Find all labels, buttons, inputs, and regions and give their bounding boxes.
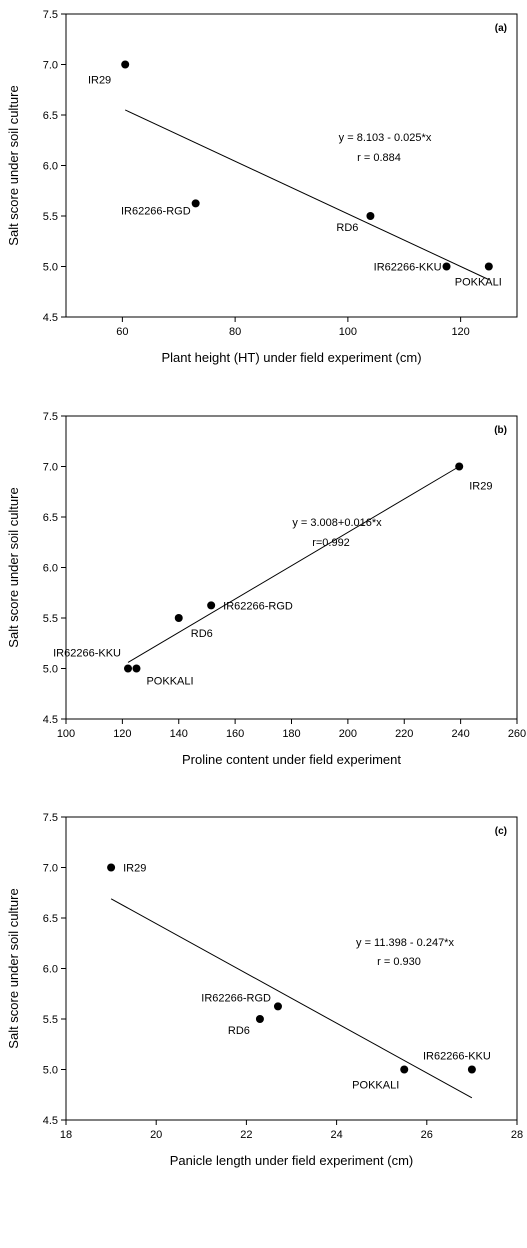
- panel-a-point-label: IR29: [88, 75, 111, 87]
- panel-c-point-label: RD6: [228, 1025, 250, 1037]
- panel-a-x-tick-label: 80: [229, 326, 241, 338]
- panel-c-point-label: IR62266-KKU: [423, 1051, 491, 1063]
- panel-c-point-ir62266-rgd: [273, 1002, 282, 1011]
- panel-b-point-ir62266-kku: [124, 664, 133, 673]
- panel-c-x-tick-label: 22: [240, 1129, 252, 1141]
- panel-c-y-tick-label: 5.5: [43, 1014, 58, 1026]
- panel-b-correlation-label: r=0.992: [312, 537, 350, 549]
- panel-b-point-label: RD6: [191, 628, 213, 640]
- panel-a-y-tick-label: 6.0: [43, 161, 58, 173]
- panel-a-point-pokkali: [484, 262, 493, 271]
- panel-b-x-tick-label: 120: [113, 728, 131, 740]
- panel-c-y-axis-title: Salt score under soil culture: [6, 888, 21, 1048]
- panel-a-regression-line: [124, 109, 490, 281]
- panel-a-y-tick-label: 7.5: [43, 9, 58, 21]
- panel-a-point-label: IR62266-KKU: [374, 262, 442, 274]
- panel-b-y-tick-label: 4.5: [43, 714, 58, 726]
- panel-c-x-tick-label: 20: [150, 1129, 162, 1141]
- panel-a-y-tick-label: 5.5: [43, 211, 58, 223]
- panel-c-point-ir62266-kku: [467, 1065, 476, 1074]
- panel-c-y-tick-label: 4.5: [43, 1115, 58, 1127]
- panel-a-point-ir29: [121, 60, 130, 69]
- panel-a-x-axis-title: Plant height (HT) under field experiment…: [161, 350, 421, 365]
- panel-a-y-axis-title: Salt score under soil culture: [6, 85, 21, 245]
- panel-a-panel-label: (a): [495, 23, 507, 34]
- panel-c-x-axis-title: Panicle length under field experiment (c…: [170, 1153, 414, 1168]
- panel-b-point-pokkali: [132, 664, 141, 673]
- panel-b-x-tick-label: 240: [451, 728, 469, 740]
- panel-b-y-tick-label: 6.0: [43, 563, 58, 575]
- panel-b-x-tick-label: 200: [339, 728, 357, 740]
- panel-c-y-tick-label: 6.0: [43, 964, 58, 976]
- panel-c-point-ir29: [107, 863, 116, 872]
- panel-b-y-axis-title: Salt score under soil culture: [6, 487, 21, 647]
- panel-b-x-tick-label: 100: [57, 728, 75, 740]
- panel-b-x-axis-title: Proline content under field experiment: [182, 752, 401, 767]
- panel-b-x-tick-label: 180: [282, 728, 300, 740]
- panel-a-plot-frame: [65, 13, 518, 318]
- panel-b-y-tick-label: 7.5: [43, 411, 58, 423]
- panel-b-point-label: IR29: [469, 481, 492, 493]
- panel-a-x-tick-label: 120: [451, 326, 469, 338]
- panel-c-y-tick-label: 7.5: [43, 812, 58, 824]
- panel-c-correlation-label: r = 0.930: [377, 956, 421, 968]
- panel-c-x-tick-label: 24: [330, 1129, 342, 1141]
- panel-c-regression-equation: y = 11.398 - 0.247*x: [356, 937, 454, 949]
- panel-a-y-tick-label: 7.0: [43, 60, 58, 72]
- panel-c-point-pokkali: [400, 1065, 409, 1074]
- panel-b-x-tick-label: 220: [395, 728, 413, 740]
- panel-a-point-label: POKKALI: [455, 277, 502, 289]
- panel-c-point-label: POKKALI: [352, 1080, 399, 1092]
- panel-a-point-label: RD6: [336, 222, 358, 234]
- panel-a-x-tick-label: 100: [339, 326, 357, 338]
- panel-a-y-tick-label: 6.5: [43, 110, 58, 122]
- panel-c-regression-line: [110, 898, 473, 1099]
- panel-c-y-tick-label: 6.5: [43, 913, 58, 925]
- panel-a-point-label: IR62266-RGD: [121, 205, 191, 217]
- panel-c-panel-label: (c): [495, 826, 507, 837]
- panel-a-y-tick-label: 5.0: [43, 262, 58, 274]
- panel-a-point-ir62266-rgd: [191, 199, 200, 208]
- panel-a-regression-equation: y = 8.103 - 0.025*x: [339, 132, 432, 144]
- panel-b-point-ir62266-rgd: [207, 601, 216, 610]
- panel-b-point-ir29: [455, 462, 464, 471]
- panel-b-regression-equation: y = 3.008+0.016*x: [292, 517, 382, 529]
- panel-c-y-tick-label: 7.0: [43, 863, 58, 875]
- panel-b-x-tick-label: 140: [170, 728, 188, 740]
- panel-b-regression-line: [127, 466, 460, 663]
- panel-c-x-tick-label: 28: [511, 1129, 523, 1141]
- panel-b-point-rd6: [174, 614, 183, 622]
- panel-b-point-label: POKKALI: [146, 676, 193, 688]
- panel-c-x-tick-label: 26: [421, 1129, 433, 1141]
- panel-b-point-label: IR62266-KKU: [53, 648, 121, 660]
- panel-b-y-tick-label: 7.0: [43, 462, 58, 474]
- panel-b-point-label: IR62266-RGD: [223, 600, 293, 612]
- panel-a-correlation-label: r = 0.884: [357, 152, 401, 164]
- panel-b-y-tick-label: 5.5: [43, 613, 58, 625]
- panel-b-panel-label: (b): [494, 425, 507, 436]
- panel-c-point-label: IR62266-RGD: [201, 992, 271, 1004]
- panel-a-x-tick-label: 60: [116, 326, 128, 338]
- panel-a-y-tick-label: 4.5: [43, 312, 58, 324]
- panel-b-x-tick-label: 160: [226, 728, 244, 740]
- panel-b-x-tick-label: 260: [508, 728, 526, 740]
- panel-c-point-label: IR29: [123, 863, 146, 875]
- panel-a-point-rd6: [366, 212, 375, 220]
- panel-b-plot-frame: [65, 415, 518, 720]
- panel-c-point-rd6: [255, 1015, 264, 1023]
- panel-c-y-tick-label: 5.0: [43, 1065, 58, 1077]
- panel-b-y-tick-label: 6.5: [43, 512, 58, 524]
- panel-c-x-tick-label: 18: [60, 1129, 72, 1141]
- panel-b-y-tick-label: 5.0: [43, 664, 58, 676]
- panel-a-point-ir62266-kku: [442, 262, 451, 271]
